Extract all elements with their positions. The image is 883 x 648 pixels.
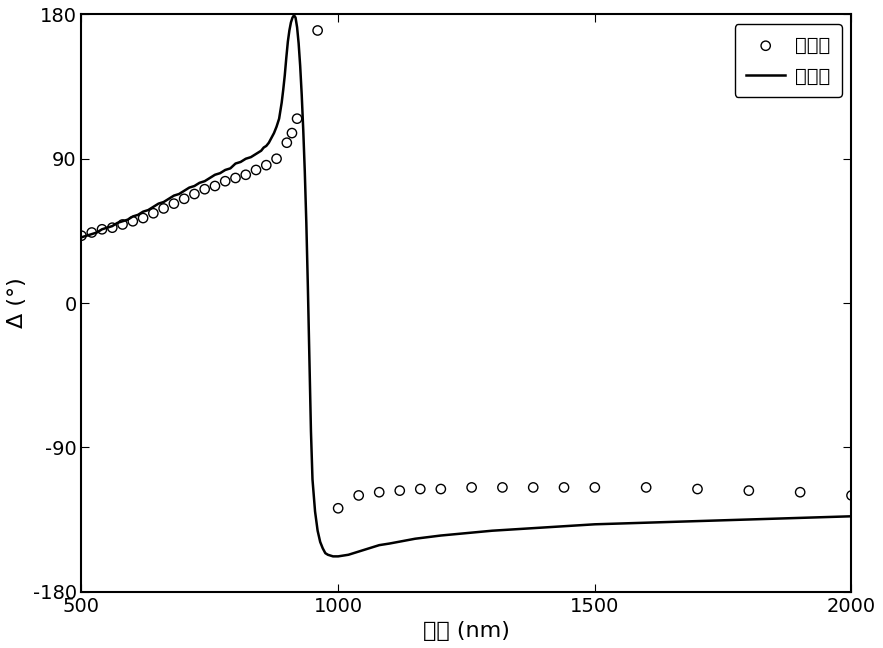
- Y-axis label: Δ (°): Δ (°): [7, 277, 27, 329]
- 实验值: [588, 482, 602, 492]
- 实验值: [156, 203, 170, 214]
- 实验值: [372, 487, 386, 498]
- 实验值: [125, 216, 140, 226]
- 实验值: [311, 25, 325, 36]
- 实验值: [136, 213, 150, 224]
- 实验值: [116, 219, 130, 229]
- 实验值: [187, 189, 201, 199]
- 实验值: [95, 224, 109, 235]
- 拟合值: [343, 551, 354, 559]
- 实验值: [74, 231, 88, 241]
- 实验值: [238, 170, 253, 180]
- 实验值: [393, 485, 407, 496]
- 实验值: [260, 160, 274, 170]
- 实验值: [208, 181, 222, 191]
- 实验值: [147, 208, 161, 218]
- 实验值: [280, 137, 294, 148]
- 实验值: [290, 113, 304, 124]
- 实验值: [229, 173, 243, 183]
- 拟合值: [289, 12, 299, 19]
- 拟合值: [174, 190, 185, 198]
- 拟合值: [259, 144, 269, 152]
- 实验值: [526, 482, 540, 492]
- 实验值: [691, 484, 705, 494]
- 拟合值: [276, 98, 287, 106]
- 实验值: [85, 227, 99, 238]
- 实验值: [269, 154, 283, 164]
- 实验值: [844, 491, 858, 501]
- 实验值: [351, 491, 366, 501]
- 实验值: [434, 484, 448, 494]
- 拟合值: [148, 203, 159, 211]
- X-axis label: 波长 (nm): 波长 (nm): [423, 621, 509, 641]
- 实验值: [177, 194, 192, 204]
- 实验值: [793, 487, 807, 498]
- 实验值: [167, 198, 181, 209]
- 实验值: [464, 482, 479, 492]
- 实验值: [557, 482, 571, 492]
- 拟合值: [846, 513, 857, 520]
- Line: 拟合值: 拟合值: [81, 16, 851, 557]
- 实验值: [198, 184, 212, 194]
- Legend: 实验值, 拟合值: 实验值, 拟合值: [735, 24, 841, 97]
- 实验值: [249, 165, 263, 175]
- 实验值: [413, 484, 427, 494]
- 实验值: [742, 485, 756, 496]
- 拟合值: [76, 233, 87, 241]
- 实验值: [639, 482, 653, 492]
- 实验值: [285, 128, 299, 138]
- 拟合值: [328, 553, 338, 561]
- 实验值: [331, 503, 345, 513]
- 实验值: [105, 222, 119, 233]
- 实验值: [495, 482, 509, 492]
- 拟合值: [205, 174, 215, 182]
- 实验值: [218, 176, 232, 187]
